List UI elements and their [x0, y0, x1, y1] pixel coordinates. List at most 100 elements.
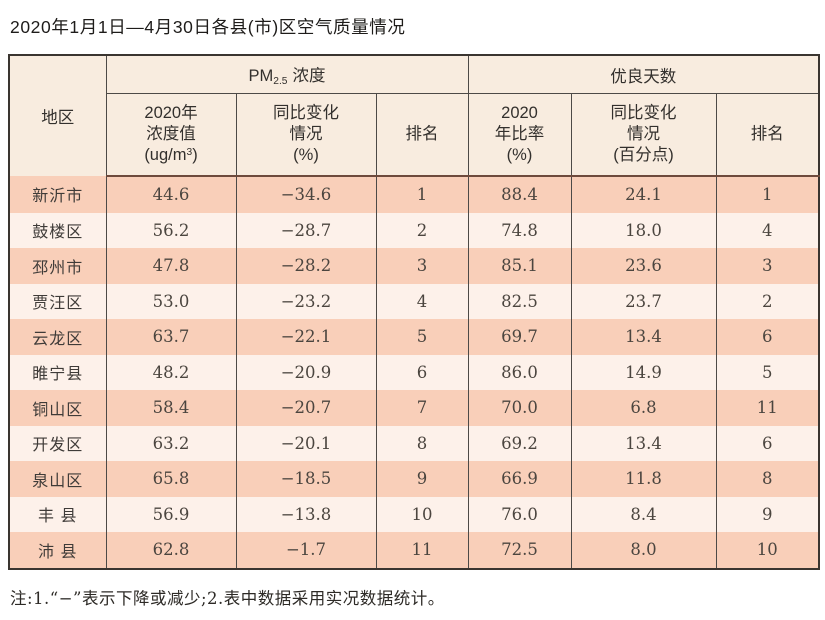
rate-rank-cell: 5 [715, 354, 820, 390]
header-rate-change: 同比变化 情况 (百分点) [570, 93, 717, 177]
pm-change-cell: −28.7 [235, 212, 377, 248]
table-row: 泉山区 65.8 −18.5 9 66.9 11.8 8 [8, 461, 820, 497]
rate-rank-cell: 11 [715, 390, 820, 426]
header-region: 地区 [8, 55, 107, 176]
rate-change-cell: 13.4 [570, 425, 717, 461]
region-cell: 贾汪区 [8, 283, 107, 319]
pm-change-cell: −22.1 [235, 319, 377, 355]
unit-post: ) [192, 146, 198, 165]
pm-rank-cell: 1 [375, 176, 469, 213]
rate-change-cell: 18.0 [570, 212, 717, 248]
header-line: 情况 [627, 124, 661, 143]
table-row: 开发区 63.2 −20.1 8 69.2 13.4 6 [8, 425, 820, 461]
rate-change-cell: 8.4 [570, 496, 717, 532]
pm-change-cell: −20.7 [235, 390, 377, 426]
table-row: 邳州市 47.8 −28.2 3 85.1 23.6 3 [8, 248, 820, 284]
rate-rank-cell: 6 [715, 319, 820, 355]
header-line: 同比变化 [273, 103, 339, 122]
pm-rank-cell: 5 [375, 319, 469, 355]
rate-rank-cell: 9 [715, 496, 820, 532]
pm-value-cell: 62.8 [105, 532, 237, 569]
unit-superscript: 3 [186, 146, 193, 158]
rate-cell: 69.2 [467, 425, 572, 461]
table-row: 鼓楼区 56.2 −28.7 2 74.8 18.0 4 [8, 212, 820, 248]
rate-rank-cell: 10 [715, 532, 820, 569]
footnote: 注:1.“−”表示下降或减少;2.表中数据采用实况数据统计。 [10, 588, 445, 608]
table-header: 地区 PM2.5 浓度 优良天数 2020年 浓度值 (ug/m3) 同比变化 情… [8, 55, 820, 177]
header-line: 情况 [289, 124, 323, 143]
region-cell: 沛 县 [8, 532, 107, 569]
pm-change-cell: −28.2 [235, 248, 377, 284]
pm-rank-cell: 8 [375, 425, 469, 461]
pm-value-cell: 63.7 [105, 319, 237, 355]
rate-change-cell: 23.7 [570, 283, 717, 319]
rate-change-cell: 24.1 [570, 176, 717, 213]
pm-rank-cell: 3 [375, 248, 469, 284]
pm-value-cell: 53.0 [105, 283, 237, 319]
table-body: 新沂市 44.6 −34.6 1 88.4 24.1 1 鼓楼区 56.2 −2… [8, 176, 820, 569]
pm-value-cell: 63.2 [105, 425, 237, 461]
rate-rank-cell: 4 [715, 212, 820, 248]
region-cell: 云龙区 [8, 319, 107, 355]
rate-cell: 70.0 [467, 390, 572, 426]
pm-change-cell: −20.1 [235, 425, 377, 461]
pm-change-cell: −13.8 [235, 496, 377, 532]
pm-change-cell: −34.6 [235, 176, 377, 213]
pm-value-cell: 58.4 [105, 390, 237, 426]
rate-rank-cell: 6 [715, 425, 820, 461]
region-cell: 铜山区 [8, 390, 107, 426]
header-line: (%) [293, 146, 319, 165]
rate-change-cell: 14.9 [570, 354, 717, 390]
header-line: (%) [506, 146, 533, 165]
header-line: 年比率 [494, 124, 545, 143]
pm25-label-subscript: 2.5 [273, 75, 288, 87]
rate-change-cell: 11.8 [570, 461, 717, 497]
table-row: 丰 县 56.9 −13.8 10 76.0 8.4 9 [8, 496, 820, 532]
header-line: 2020 [501, 103, 538, 122]
pm-change-cell: −18.5 [235, 461, 377, 497]
region-cell: 睢宁县 [8, 354, 107, 390]
pm-change-cell: −20.9 [235, 354, 377, 390]
pm-value-cell: 47.8 [105, 248, 237, 284]
region-cell: 邳州市 [8, 248, 107, 284]
pm-value-cell: 44.6 [105, 176, 237, 213]
header-pm25-change: 同比变化 情况 (%) [235, 93, 377, 177]
header-pm25-rank: 排名 [375, 93, 469, 177]
rate-change-cell: 6.8 [570, 390, 717, 426]
table-row: 沛 县 62.8 −1.7 11 72.5 8.0 10 [8, 532, 820, 569]
rate-rank-cell: 2 [715, 283, 820, 319]
region-cell: 鼓楼区 [8, 212, 107, 248]
pm-rank-cell: 11 [375, 532, 469, 569]
pm-rank-cell: 10 [375, 496, 469, 532]
table-row: 新沂市 44.6 −34.6 1 88.4 24.1 1 [8, 176, 820, 213]
header-sub-row: 2020年 浓度值 (ug/m3) 同比变化 情况 (%) 排名 2020 年比… [9, 93, 820, 177]
pm25-label-prefix: PM [248, 67, 274, 86]
table-row: 云龙区 63.7 −22.1 5 69.7 13.4 6 [8, 319, 820, 355]
rate-change-cell: 13.4 [570, 319, 717, 355]
pm-rank-cell: 9 [375, 461, 469, 497]
rate-cell: 85.1 [467, 248, 572, 284]
rate-rank-cell: 3 [715, 248, 820, 284]
rate-cell: 76.0 [467, 496, 572, 532]
table-row: 睢宁县 48.2 −20.9 6 86.0 14.9 5 [8, 354, 820, 390]
header-line-unit: (ug/m3) [107, 145, 235, 166]
header-line: 同比变化 [610, 103, 677, 122]
header-good-days-group: 优良天数 [467, 55, 820, 94]
pm-value-cell: 56.9 [105, 496, 237, 532]
header-line: 浓度值 [146, 124, 196, 143]
rate-rank-cell: 1 [715, 176, 820, 213]
region-cell: 泉山区 [8, 461, 107, 497]
rate-cell: 66.9 [467, 461, 572, 497]
pm-change-cell: −23.2 [235, 283, 377, 319]
pm25-label-suffix: 浓度 [292, 67, 326, 86]
pm-rank-cell: 4 [375, 283, 469, 319]
page-title: 2020年1月1日—4月30日各县(市)区空气质量情况 [10, 17, 406, 37]
rate-change-cell: 8.0 [570, 532, 717, 569]
header-pm25-value: 2020年 浓度值 (ug/m3) [105, 93, 237, 177]
rate-change-cell: 23.6 [570, 248, 717, 284]
air-quality-table: 地区 PM2.5 浓度 优良天数 2020年 浓度值 (ug/m3) 同比变化 情… [8, 54, 821, 570]
pm-value-cell: 65.8 [105, 461, 237, 497]
unit-pre: (ug/m [144, 146, 187, 165]
table-row: 铜山区 58.4 −20.7 7 70.0 6.8 11 [8, 390, 820, 426]
